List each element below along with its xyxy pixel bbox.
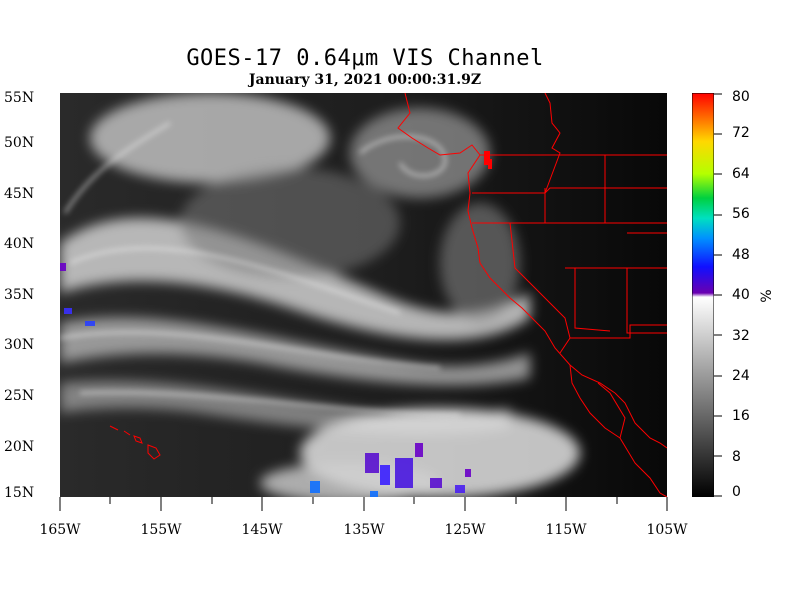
- lat-label-25n: 25N: [4, 388, 35, 404]
- lat-label-45n: 45N: [4, 186, 35, 202]
- colorbar-tick-16: 16: [732, 408, 750, 424]
- colorbar-tick-40: 40: [732, 287, 750, 303]
- colorbar-tick-56: 56: [732, 206, 750, 222]
- lon-label-145w: 145W: [241, 522, 283, 538]
- colorbar-tick-32: 32: [732, 328, 750, 344]
- lon-label-135w: 135W: [343, 522, 385, 538]
- colorbar-ticks: [714, 93, 722, 497]
- colorbar-tick-0: 0: [732, 484, 741, 500]
- lon-label-115w: 115W: [545, 522, 587, 538]
- lat-label-55n: 55N: [4, 90, 35, 106]
- colorbar-tick-48: 48: [732, 247, 750, 263]
- lon-label-165w: 165W: [39, 522, 81, 538]
- puget-sound-mark: [484, 151, 492, 169]
- colorbar-tick-8: 8: [732, 449, 741, 465]
- colorbar-tick-64: 64: [732, 166, 750, 182]
- lon-label-105w: 105W: [646, 522, 688, 538]
- coastlines-boundaries: [109, 93, 667, 497]
- cloud-streaks: [60, 121, 461, 417]
- colorbar-tick-72: 72: [732, 125, 750, 141]
- lat-label-40n: 40N: [4, 236, 35, 252]
- chart-subtitle: January 31, 2021 00:00:31.9Z: [248, 72, 482, 88]
- lat-label-30n: 30N: [4, 337, 35, 353]
- satellite-map: [60, 93, 667, 497]
- lon-ticks: [59, 497, 668, 511]
- colorbar: [692, 93, 714, 497]
- colorbar-tick-24: 24: [732, 368, 750, 384]
- lat-label-15n: 15N: [4, 485, 35, 501]
- high-reflectance-spots: [60, 263, 471, 497]
- lon-label-125w: 125W: [444, 522, 486, 538]
- colorbar-unit: %: [756, 289, 773, 303]
- lat-label-50n: 50N: [4, 135, 35, 151]
- lat-label-20n: 20N: [4, 439, 35, 455]
- lat-label-35n: 35N: [4, 287, 35, 303]
- colorbar-tick-80: 80: [732, 89, 750, 105]
- lon-label-155w: 155W: [140, 522, 182, 538]
- chart-title: GOES-17 0.64μm VIS Channel: [186, 46, 544, 71]
